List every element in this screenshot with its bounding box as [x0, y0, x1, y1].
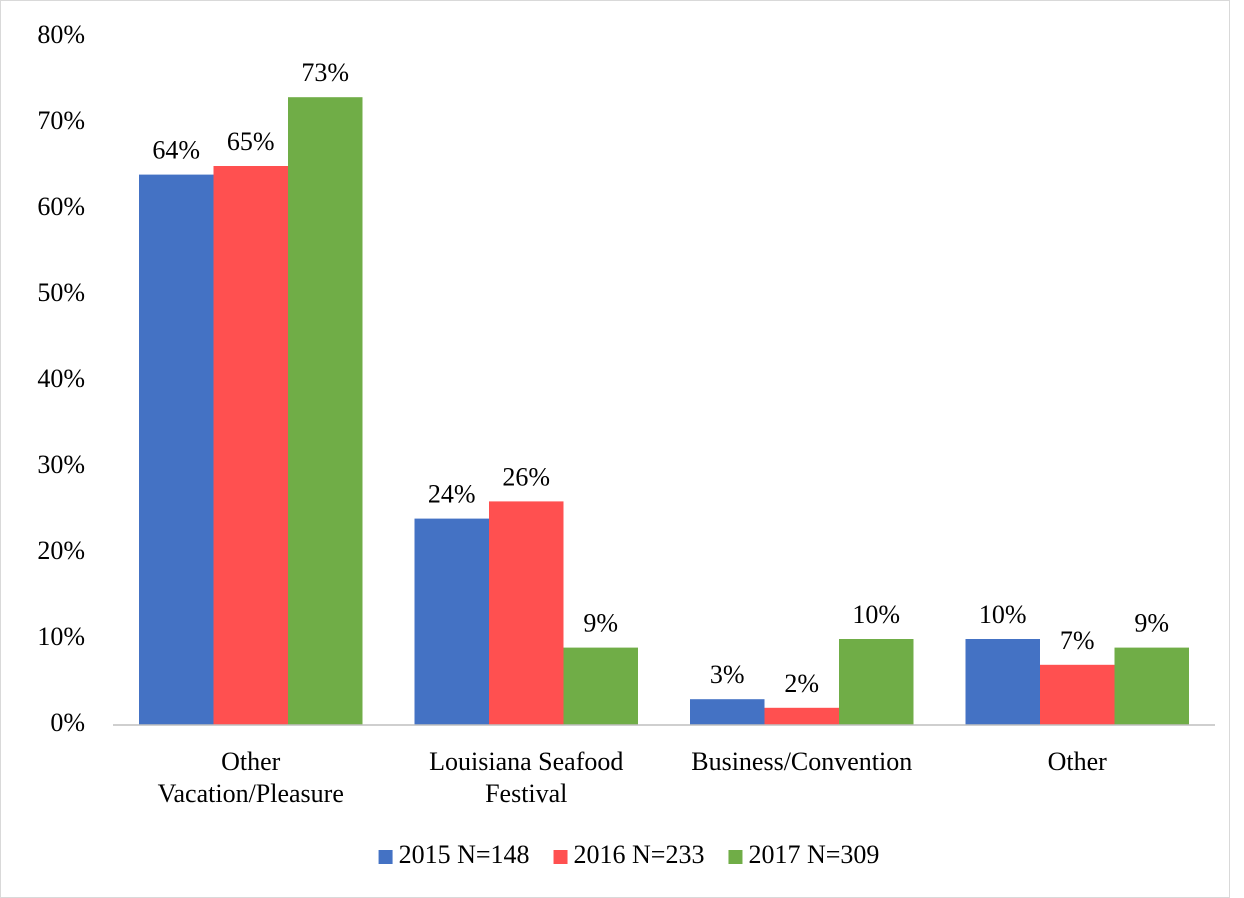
y-tick-label: 50%: [37, 278, 85, 307]
data-label: 2%: [784, 669, 819, 698]
x-tick-label: Other Vacation/Pleasure: [157, 747, 344, 808]
y-tick-label: 80%: [37, 20, 85, 49]
data-label: 24%: [428, 480, 476, 509]
x-tick-label: Other: [1047, 747, 1107, 776]
data-label: 73%: [301, 58, 349, 87]
y-tick-label: 10%: [37, 622, 85, 651]
bar: [288, 97, 363, 725]
bar: [489, 501, 564, 725]
y-tick-label: 20%: [37, 536, 85, 565]
legend-label: 2017 N=309: [748, 840, 879, 869]
legend-swatch: [553, 850, 568, 864]
y-tick-label: 30%: [37, 450, 85, 479]
y-tick-label: 0%: [50, 708, 85, 737]
bar: [1114, 647, 1189, 725]
bar: [839, 639, 914, 725]
y-tick-label: 60%: [37, 192, 85, 221]
bar: [213, 166, 288, 725]
legend-swatch: [378, 850, 393, 864]
data-label: 10%: [852, 600, 900, 629]
x-tick-label: Business/Convention: [691, 747, 913, 776]
y-tick-label: 70%: [37, 106, 85, 135]
data-label: 3%: [710, 660, 745, 689]
data-label: 7%: [1060, 626, 1095, 655]
data-label: 26%: [502, 462, 550, 491]
legend-label: 2016 N=233: [574, 840, 705, 869]
y-tick-label: 40%: [37, 364, 85, 393]
data-label: 9%: [583, 609, 618, 638]
data-label: 10%: [979, 600, 1027, 629]
bar: [1040, 664, 1115, 725]
bar: [690, 699, 765, 725]
legend-swatch: [728, 850, 743, 864]
data-label: 65%: [227, 127, 275, 156]
data-label: 9%: [1134, 609, 1169, 638]
data-label: 64%: [152, 136, 200, 165]
bar: [414, 518, 489, 725]
bar: [764, 707, 839, 725]
legend-label: 2015 N=148: [399, 840, 530, 869]
x-tick-label: Louisiana Seafood Festival: [429, 747, 624, 808]
bar: [139, 174, 214, 726]
bar: [563, 647, 638, 725]
bar: [965, 639, 1040, 725]
